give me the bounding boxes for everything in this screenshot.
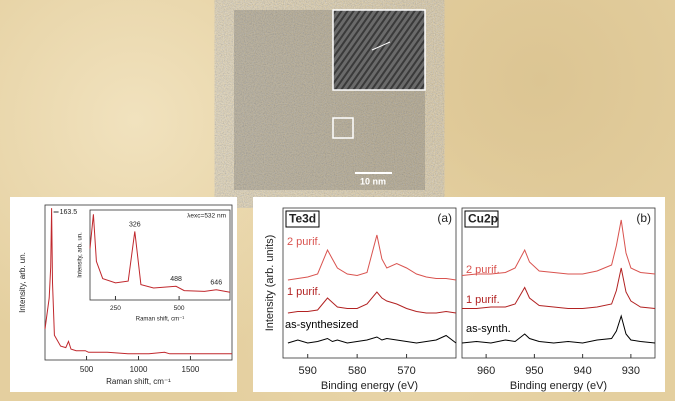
series-label: as-synth. <box>466 323 511 335</box>
spectrum <box>44 208 232 355</box>
y-axis-label: Intensity, arb. un. <box>18 252 27 313</box>
x-tick-label: 960 <box>477 365 495 377</box>
tem-inset <box>332 9 426 91</box>
x-tick-label: 950 <box>525 365 543 377</box>
spectrum <box>461 219 656 276</box>
series-label: 1 purif. <box>287 286 321 298</box>
x-tick-label: 500 <box>174 305 185 312</box>
tem-image: 10 nm <box>234 9 426 190</box>
spectrum <box>287 234 457 281</box>
series-label: 2 purif. <box>287 236 321 248</box>
series-label: 1 purif. <box>466 294 500 306</box>
x-tick-label: 500 <box>80 365 94 374</box>
title-box <box>285 210 320 228</box>
spectrum <box>461 314 656 344</box>
x-tick-label: 940 <box>573 365 591 377</box>
peak-label: 646 <box>210 280 222 287</box>
spectrum <box>287 291 457 314</box>
y-axis-label: Intensity (arb. units) <box>264 235 276 332</box>
peak-label: 163.5 <box>60 209 78 216</box>
x-tick-label: 580 <box>348 365 366 377</box>
spectrum <box>462 267 656 309</box>
x-axis-label: Binding energy (eV) <box>510 380 607 392</box>
panel-label: (b) <box>636 211 651 225</box>
series-label: as-synthesized <box>285 319 358 331</box>
spectrum <box>287 334 457 344</box>
x-tick-label: 250 <box>110 305 121 312</box>
spectrum <box>89 214 231 293</box>
y-axis-label: Intensity, arb. un. <box>78 232 84 278</box>
annotation: λexc=532 nm <box>187 213 226 220</box>
panel-title: Te3d <box>289 212 316 226</box>
scale-label: 10 nm <box>360 176 386 186</box>
x-tick-label: 590 <box>299 365 317 377</box>
x-tick-label: 570 <box>397 365 415 377</box>
x-axis-label: Raman shift, cm⁻¹ <box>106 377 171 386</box>
series-label: 2 purif. <box>466 264 500 276</box>
inset-region <box>332 117 354 139</box>
x-axis-label: Binding energy (eV) <box>321 380 418 392</box>
x-tick-label: 930 <box>622 365 640 377</box>
peak-label: 326 <box>129 221 141 228</box>
panel-title: Cu2p <box>468 212 498 226</box>
x-tick-label: 1500 <box>182 365 200 374</box>
x-tick-label: 1000 <box>130 365 148 374</box>
peak-label: 488 <box>170 276 182 283</box>
plot-frame <box>461 207 656 359</box>
lattice-marker <box>371 41 391 51</box>
plot-frame <box>282 207 457 359</box>
title-box <box>464 210 499 228</box>
x-axis-label: Raman shift, cm⁻¹ <box>136 317 185 323</box>
panel-label: (a) <box>437 211 452 225</box>
plot-frame <box>89 209 231 301</box>
